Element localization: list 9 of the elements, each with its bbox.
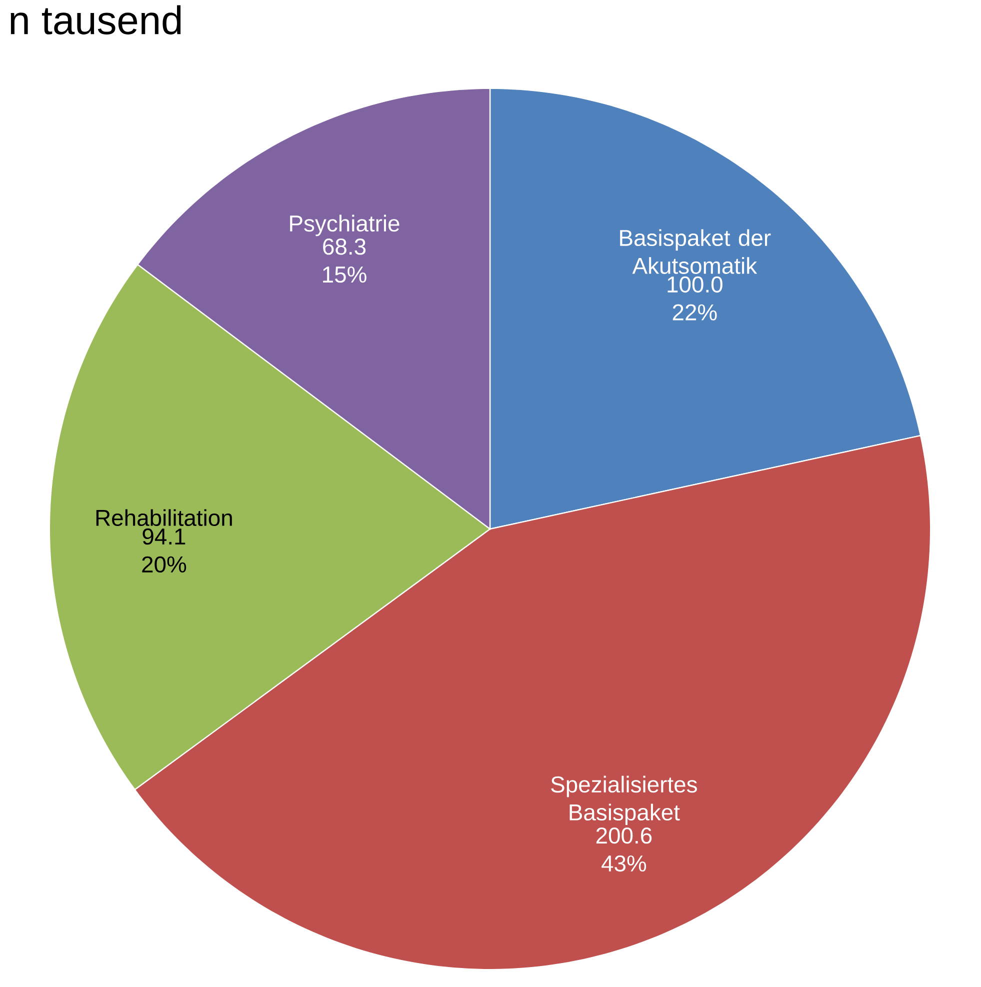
slice-label: Spezialisiertes Basispaket: [551, 776, 697, 826]
data-label: 94.1 20%: [142, 528, 186, 573]
data-label: 200.6 43%: [596, 827, 652, 872]
slice-label: Basispaket der Akutsomatik: [620, 229, 771, 274]
chart-title: n tausend: [10, 5, 181, 34]
slice-label: Psychiatrie: [290, 214, 400, 236]
data-label: 100.0 22%: [668, 276, 722, 320]
data-label: 68.3 15%: [323, 238, 366, 283]
slice-label: Rehabilitation: [96, 509, 232, 526]
